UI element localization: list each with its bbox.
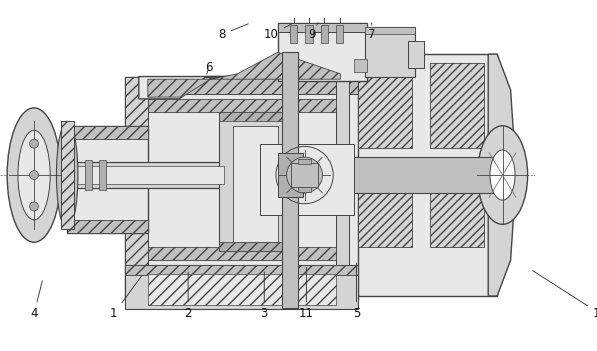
Ellipse shape bbox=[18, 130, 50, 220]
Text: 9: 9 bbox=[308, 23, 318, 41]
Text: 3: 3 bbox=[260, 272, 268, 320]
Bar bbox=[220, 242, 291, 251]
Bar bbox=[67, 220, 148, 233]
Bar bbox=[358, 63, 412, 148]
Bar bbox=[298, 187, 311, 192]
Bar bbox=[148, 273, 336, 305]
Bar bbox=[282, 52, 298, 307]
Text: 2: 2 bbox=[184, 272, 192, 320]
Ellipse shape bbox=[57, 121, 78, 229]
Bar bbox=[125, 265, 358, 276]
Text: 1: 1 bbox=[110, 276, 141, 320]
Bar bbox=[233, 126, 278, 242]
Polygon shape bbox=[488, 54, 515, 296]
Bar bbox=[290, 26, 297, 44]
Bar bbox=[291, 164, 318, 187]
Bar bbox=[336, 77, 349, 300]
Bar bbox=[365, 27, 415, 77]
Bar bbox=[349, 54, 497, 296]
Bar bbox=[148, 247, 336, 260]
Text: 7: 7 bbox=[368, 23, 376, 41]
Bar bbox=[14, 166, 224, 184]
Bar bbox=[430, 63, 484, 148]
Text: 8: 8 bbox=[219, 24, 248, 41]
Ellipse shape bbox=[30, 171, 39, 179]
Bar bbox=[278, 153, 303, 198]
Bar bbox=[365, 27, 415, 34]
Bar bbox=[349, 157, 497, 193]
Polygon shape bbox=[148, 52, 340, 97]
Ellipse shape bbox=[7, 108, 61, 242]
Ellipse shape bbox=[287, 157, 322, 193]
Ellipse shape bbox=[30, 139, 39, 148]
Bar bbox=[9, 161, 229, 188]
Bar bbox=[61, 121, 75, 229]
Text: 4: 4 bbox=[30, 281, 42, 320]
Bar bbox=[358, 161, 412, 247]
Text: 10: 10 bbox=[264, 24, 291, 41]
Bar bbox=[67, 126, 148, 139]
Bar bbox=[148, 99, 336, 112]
Bar bbox=[125, 77, 358, 94]
Bar bbox=[220, 112, 291, 251]
Text: 11: 11 bbox=[299, 267, 314, 320]
Bar bbox=[408, 41, 424, 67]
Bar bbox=[430, 161, 484, 247]
Ellipse shape bbox=[297, 168, 312, 182]
Text: 5: 5 bbox=[353, 263, 360, 320]
Bar bbox=[298, 159, 311, 164]
Bar bbox=[321, 26, 328, 44]
Bar bbox=[220, 112, 291, 121]
Bar bbox=[125, 265, 358, 310]
Bar bbox=[99, 160, 106, 190]
Bar bbox=[260, 144, 354, 216]
Bar bbox=[125, 77, 358, 300]
Text: 12: 12 bbox=[533, 271, 597, 320]
Bar bbox=[336, 26, 343, 44]
Bar bbox=[306, 26, 313, 44]
Bar bbox=[125, 77, 148, 300]
Text: 6: 6 bbox=[205, 61, 213, 74]
Ellipse shape bbox=[490, 150, 515, 200]
Bar bbox=[354, 59, 367, 72]
Ellipse shape bbox=[30, 202, 39, 211]
Ellipse shape bbox=[478, 126, 528, 224]
Polygon shape bbox=[139, 54, 349, 99]
Bar bbox=[278, 23, 367, 32]
Bar bbox=[125, 265, 358, 283]
Bar bbox=[85, 160, 93, 190]
Bar bbox=[278, 23, 367, 81]
Bar bbox=[67, 126, 148, 233]
